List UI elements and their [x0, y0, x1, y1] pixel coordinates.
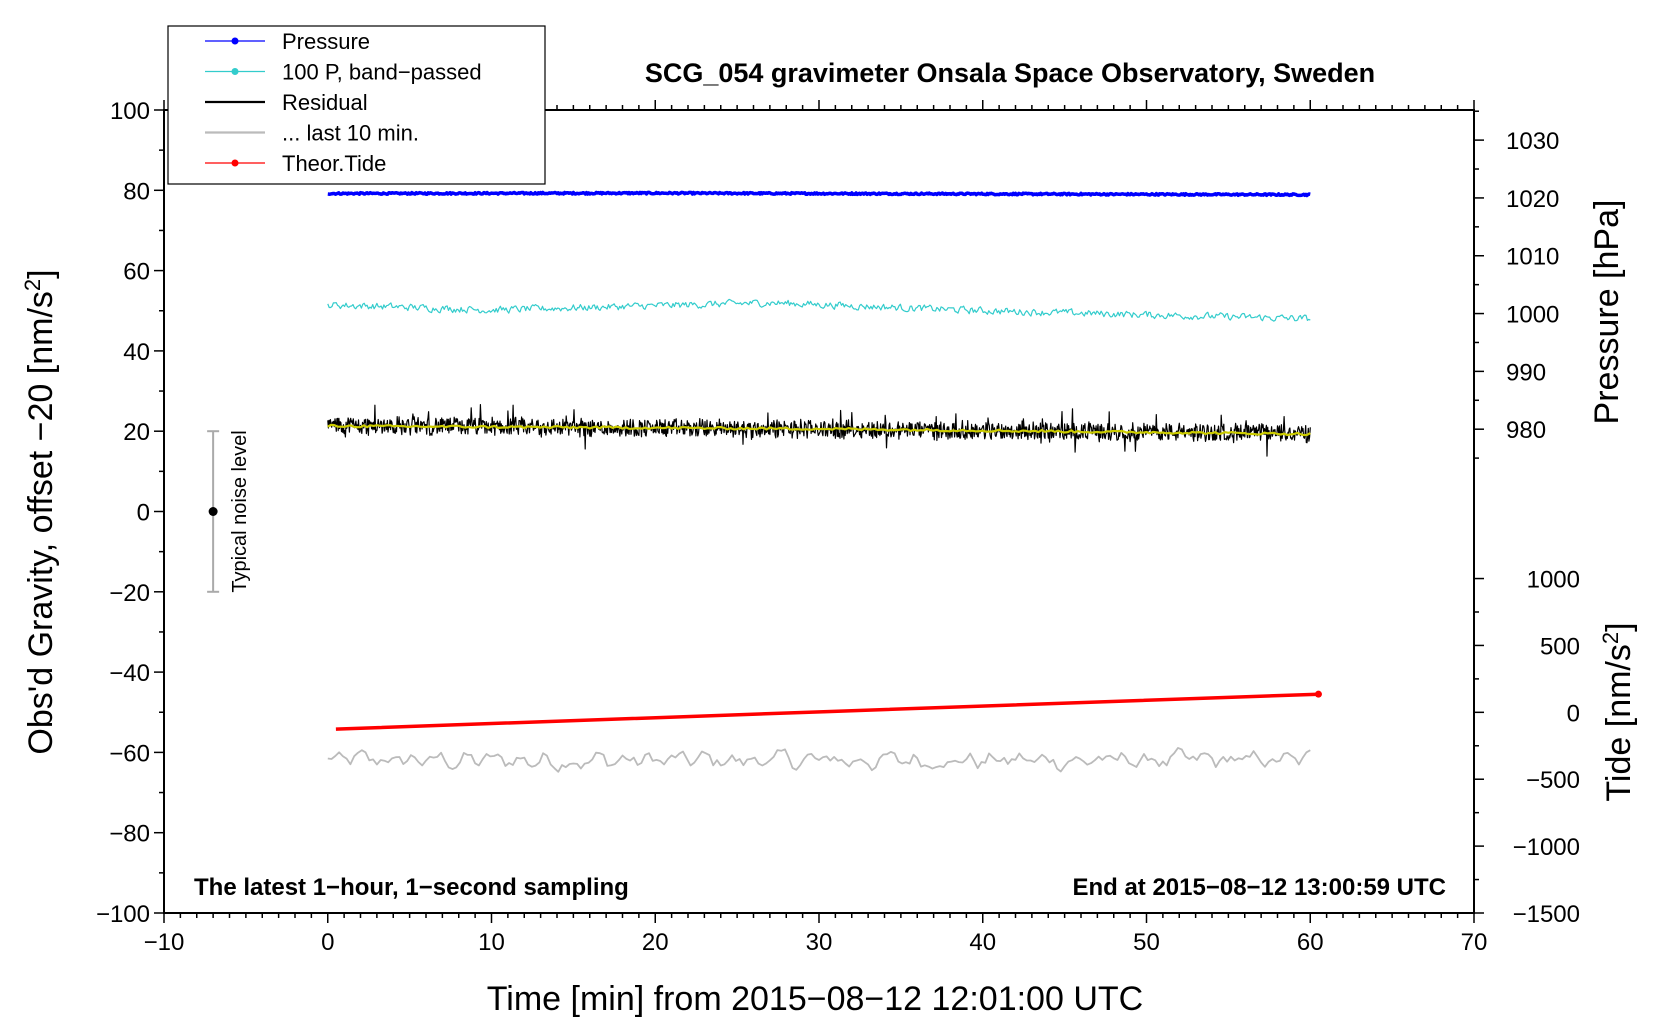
- y-tick-label: 80: [123, 178, 150, 205]
- pressure-axis-label: Pressure [hPa]: [1588, 200, 1626, 425]
- tide-tick-label: 500: [1540, 633, 1580, 660]
- y-tick-label: 60: [123, 259, 150, 286]
- x-tick-label: 40: [969, 929, 996, 956]
- series-line--last-10-min-: [327, 747, 1311, 773]
- series-layer: [327, 190, 1322, 773]
- annotation-sampling: The latest 1−hour, 1−second sampling: [194, 874, 629, 901]
- x-tick-label: 20: [642, 929, 669, 956]
- plot-frame: [163, 109, 1475, 914]
- x-tick-label: 0: [321, 929, 334, 956]
- y-axis-label-main: Obs'd Gravity, offset −20 [nm/s: [22, 291, 60, 754]
- x-tick-label: 50: [1133, 929, 1160, 956]
- tide-tick-label: 1000: [1527, 567, 1580, 594]
- x-axis-label: Time [min] from 2015−08−12 12:01:00 UTC: [487, 980, 1143, 1018]
- tide-axis-label-main: Tide [nm/s: [1600, 644, 1638, 801]
- annotation-end-time: End at 2015−08−12 13:00:59 UTC: [1072, 874, 1446, 901]
- legend-label: 100 P, band−passed: [282, 60, 482, 85]
- pressure-axis-ticks: 980 990 1000 1010 1020 1030: [1474, 110, 1559, 459]
- y-axis-label-sup: 2: [20, 279, 45, 291]
- y-tick-label: 40: [123, 339, 150, 366]
- noise-bar-center: [208, 507, 218, 516]
- legend-label: Theor.Tide: [282, 151, 386, 176]
- x-tick-label: −10: [144, 929, 185, 956]
- legend-marker: [231, 37, 239, 45]
- y-axis-ticks: −100 −80 −60 −40 −20 0 20 40 60 80 100: [96, 98, 164, 928]
- y-tick-label: −40: [109, 660, 150, 687]
- series-line-residual-smoothed: [327, 423, 1311, 437]
- x-tick-label: 70: [1461, 929, 1488, 956]
- tide-tick-label: 0: [1567, 700, 1580, 727]
- pressure-tick-label: 980: [1506, 417, 1546, 444]
- y-tick-label: −20: [109, 580, 150, 607]
- x-axis-ticks: −10 0 10 20 30 40 50 60 70: [144, 100, 1488, 956]
- pressure-tick-label: 1030: [1506, 128, 1559, 155]
- tide-tick-label: −1500: [1513, 901, 1580, 928]
- tide-tick-label: −1000: [1513, 834, 1580, 861]
- legend-marker: [231, 68, 239, 75]
- y-tick-label: −100: [96, 901, 150, 928]
- tide-axis-label-end: ]: [1600, 622, 1638, 631]
- legend-box: [167, 25, 546, 185]
- legend: Pressure 100 P, band−passed Residual ... la…: [167, 25, 546, 185]
- pressure-tick-label: 990: [1506, 359, 1546, 386]
- pressure-tick-label: 1010: [1506, 244, 1559, 271]
- y-tick-label: −80: [109, 821, 150, 848]
- x-tick-label: 10: [478, 929, 505, 956]
- y-tick-label: −60: [109, 740, 150, 767]
- series-line-residual: [327, 404, 1311, 457]
- tide-end-marker: [1314, 690, 1322, 698]
- series-line-theor-tide: [335, 692, 1319, 731]
- noise-bar-label: Typical noise level: [229, 430, 251, 592]
- pressure-tick-label: 1000: [1506, 302, 1559, 329]
- tide-axis-ticks: −1500 −1000 −500 0 500 1000: [1474, 567, 1580, 928]
- y-tick-label: 100: [110, 98, 150, 125]
- legend-label: Pressure: [282, 29, 370, 54]
- y-tick-label: 20: [123, 419, 150, 446]
- legend-label: Residual: [282, 90, 368, 115]
- tide-axis-label-sup: 2: [1598, 632, 1623, 644]
- chart-title: SCG_054 gravimeter Onsala Space Observat…: [645, 58, 1375, 88]
- series-line-pressure: [327, 190, 1311, 198]
- x-tick-label: 60: [1297, 929, 1324, 956]
- tide-axis-label: Tide [nm/s2]: [1598, 622, 1638, 801]
- legend-marker: [231, 159, 239, 167]
- pressure-tick-label: 1020: [1506, 186, 1559, 213]
- x-tick-label: 30: [806, 929, 833, 956]
- legend-label: ... last 10 min.: [282, 121, 419, 146]
- tide-tick-label: −500: [1526, 767, 1580, 794]
- y-axis-label-end: ]: [22, 269, 60, 278]
- y-tick-label: 0: [137, 500, 150, 527]
- y-axis-label: Obs'd Gravity, offset −20 [nm/s2]: [20, 269, 60, 754]
- series-line-100-p-band-passed: [327, 298, 1311, 322]
- noise-level-bar: Typical noise level: [207, 430, 251, 593]
